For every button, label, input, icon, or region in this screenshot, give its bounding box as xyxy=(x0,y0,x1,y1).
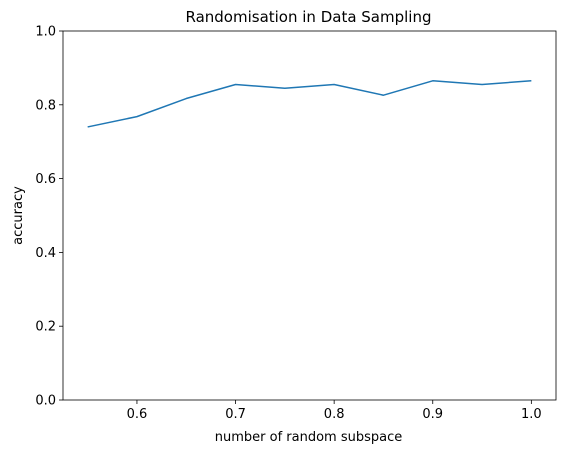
y-tick-label: 0.8 xyxy=(35,98,56,113)
y-tick-label: 0.2 xyxy=(35,320,56,335)
x-tick-label: 0.9 xyxy=(422,407,443,422)
x-tick-label: 0.8 xyxy=(324,407,345,422)
chart-title: Randomisation in Data Sampling xyxy=(185,8,431,26)
y-tick-label: 0.6 xyxy=(35,172,56,187)
y-tick-label: 0.4 xyxy=(35,246,56,261)
y-axis-label: accuracy xyxy=(11,186,26,245)
x-tick-label: 1.0 xyxy=(521,407,542,422)
plot-area: 0.6 0.7 0.8 0.9 1.0 0.0 0.2 0.4 0.6 0.8 1.0 xyxy=(35,25,557,422)
x-tick-label: 0.7 xyxy=(225,407,246,422)
series-line-0 xyxy=(87,80,532,128)
y-tick-label: 0.0 xyxy=(35,394,56,409)
x-axis-label: number of random subspace xyxy=(215,430,402,445)
y-tick-label: 1.0 xyxy=(35,25,56,40)
axes-frame xyxy=(62,30,557,401)
x-tick-label: 0.6 xyxy=(127,407,148,422)
